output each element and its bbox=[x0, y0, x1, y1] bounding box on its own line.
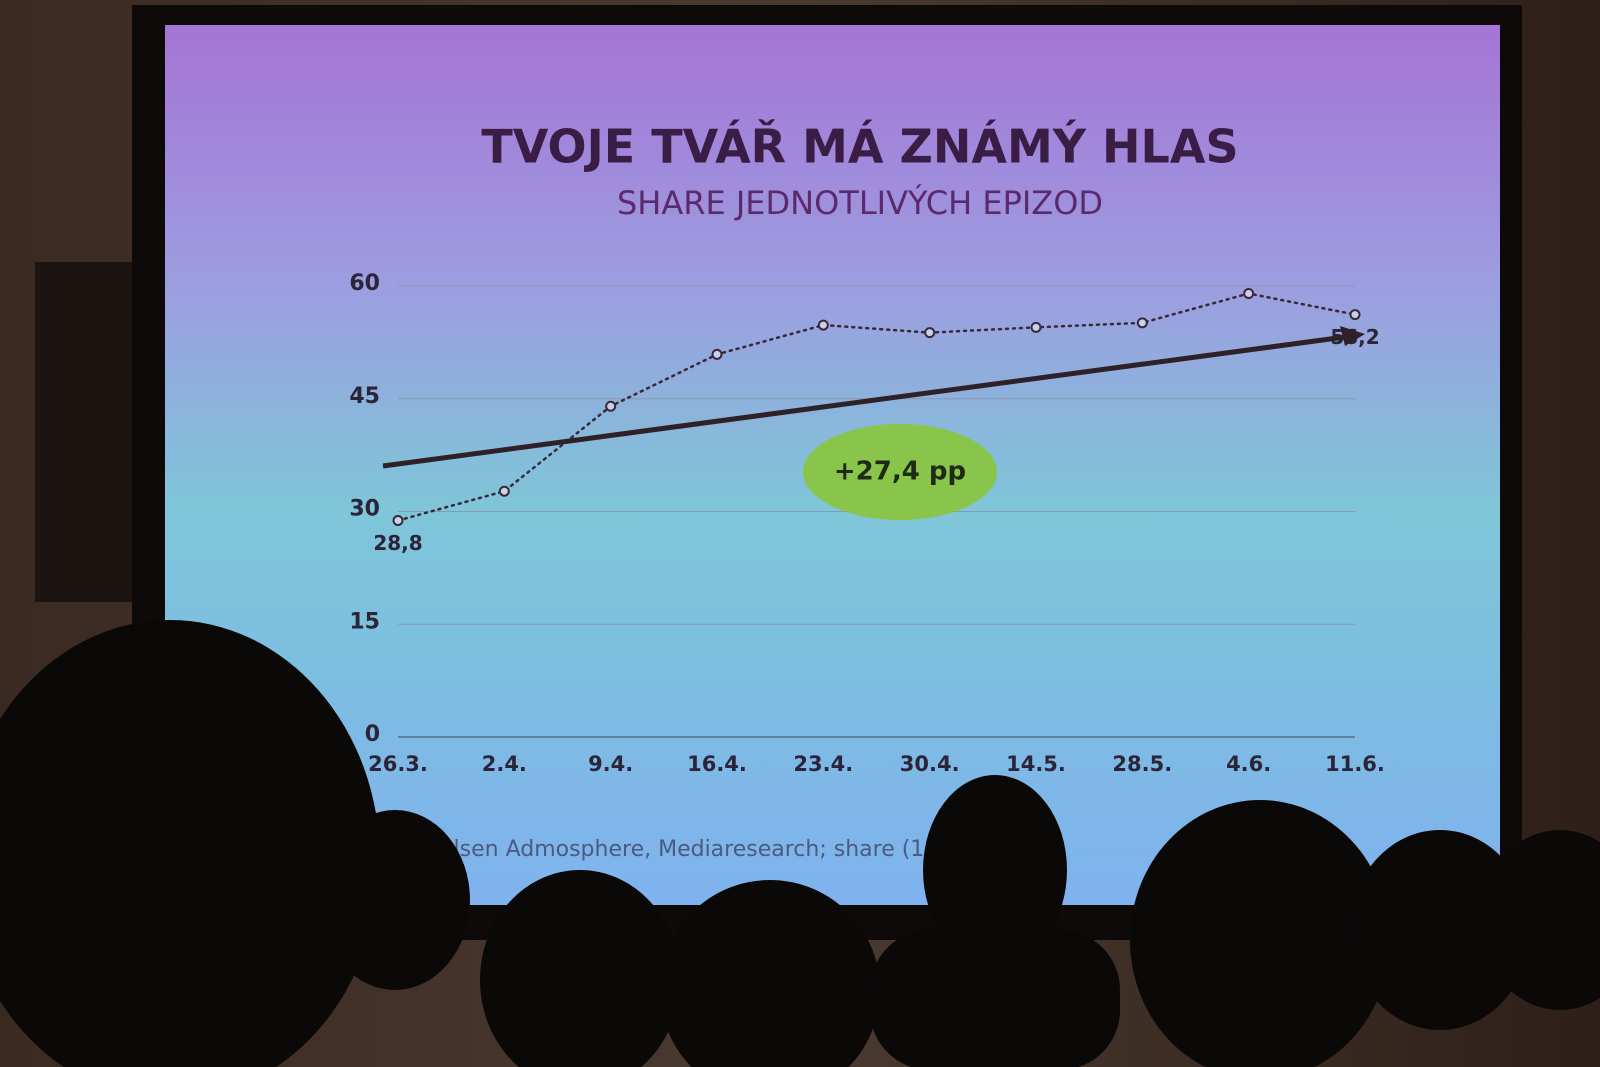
x-tick-label: 2.4. bbox=[482, 752, 527, 776]
shoulders bbox=[870, 930, 1120, 1067]
x-tick-label: 16.4. bbox=[687, 752, 747, 776]
x-tick-label: 9.4. bbox=[588, 752, 633, 776]
data-line bbox=[396, 292, 1357, 522]
chart: TVOJE TVÁŘ MÁ ZNÁMÝ HLAS SHARE JEDNOTLIV… bbox=[349, 119, 1385, 777]
audience bbox=[0, 620, 1600, 1067]
data-point bbox=[605, 400, 617, 412]
x-tick-label: 26.3. bbox=[368, 752, 428, 776]
data-point bbox=[817, 319, 829, 331]
x-tick-label: 30.4. bbox=[900, 752, 960, 776]
head bbox=[923, 775, 1067, 965]
data-point bbox=[1030, 321, 1042, 333]
data-point bbox=[498, 485, 510, 497]
value-label: 28,8 bbox=[373, 531, 422, 555]
data-point bbox=[1136, 317, 1148, 329]
y-tick-label: 60 bbox=[349, 271, 380, 296]
x-tick-label: 14.5. bbox=[1006, 752, 1066, 776]
head bbox=[1350, 830, 1530, 1030]
chart-title: TVOJE TVÁŘ MÁ ZNÁMÝ HLAS bbox=[481, 119, 1238, 174]
trend-arrow bbox=[382, 334, 1346, 469]
x-tick-label: 4.6. bbox=[1226, 752, 1271, 776]
head bbox=[1480, 830, 1600, 1010]
data-point bbox=[392, 515, 404, 527]
data-point bbox=[711, 348, 723, 360]
head bbox=[480, 870, 680, 1067]
annotation: +27,4 pp bbox=[834, 457, 966, 487]
annotation-badge bbox=[803, 424, 997, 520]
data-point bbox=[1243, 288, 1255, 300]
y-tick-label: 30 bbox=[349, 497, 380, 522]
head bbox=[660, 880, 880, 1067]
y-tick-label: 0 bbox=[365, 722, 380, 747]
x-tick-label: 28.5. bbox=[1112, 752, 1172, 776]
x-tick-label: 23.4. bbox=[793, 752, 853, 776]
y-tick-label: 15 bbox=[349, 609, 380, 634]
y-tick-label: 45 bbox=[349, 384, 380, 409]
head bbox=[0, 620, 380, 1067]
data-point bbox=[924, 327, 936, 339]
head bbox=[320, 810, 470, 990]
door-frame bbox=[35, 262, 135, 602]
x-tick-label: 11.6. bbox=[1325, 752, 1385, 776]
data-point bbox=[1349, 309, 1361, 321]
head bbox=[1130, 800, 1390, 1067]
source-note: elsen Admosphere, Mediaresearch; share (… bbox=[440, 837, 946, 862]
trend-arrowhead bbox=[1340, 326, 1365, 346]
chart-subtitle: SHARE JEDNOTLIVÝCH EPIZOD bbox=[617, 184, 1103, 222]
